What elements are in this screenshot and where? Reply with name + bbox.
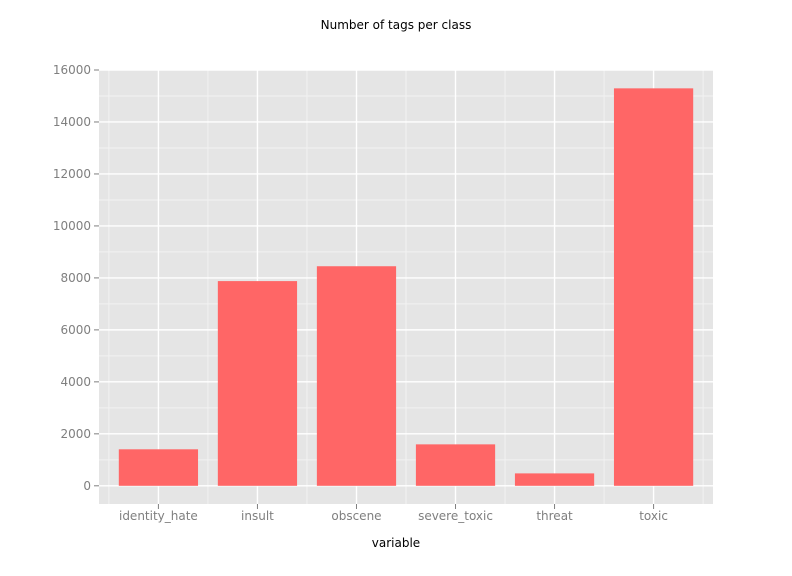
bar-insult bbox=[217, 281, 298, 486]
x-axis-title: variable bbox=[372, 536, 420, 550]
y-tick-label: 16000 bbox=[53, 63, 91, 77]
y-tick-label: 14000 bbox=[53, 115, 91, 129]
x-tick-label: severe_toxic bbox=[418, 509, 493, 523]
x-tick-label: identity_hate bbox=[119, 509, 198, 523]
y-axis-ticks: 0 2000 4000 6000 8000 10000 12000 14000 16000 bbox=[53, 63, 99, 493]
y-tick-label: 10000 bbox=[53, 219, 91, 233]
y-tick-label: 12000 bbox=[53, 167, 91, 181]
x-tick-label: insult bbox=[241, 509, 274, 523]
x-tick-label: threat bbox=[536, 509, 573, 523]
x-tick-label: obscene bbox=[331, 509, 381, 523]
bar-toxic bbox=[613, 88, 694, 486]
minor-gridlines bbox=[99, 70, 713, 504]
bar-identity-hate bbox=[118, 449, 199, 486]
bar-threat bbox=[514, 473, 595, 486]
x-axis-ticks: identity_hate insult obscene severe_toxic th… bbox=[119, 504, 668, 523]
bars bbox=[118, 88, 694, 486]
x-tick-label: toxic bbox=[639, 509, 668, 523]
y-tick-label: 4000 bbox=[60, 375, 91, 389]
y-tick-label: 8000 bbox=[60, 271, 91, 285]
chart-title: Number of tags per class bbox=[321, 18, 472, 32]
y-tick-label: 2000 bbox=[60, 427, 91, 441]
y-tick-label: 6000 bbox=[60, 323, 91, 337]
bar-severe-toxic bbox=[415, 444, 496, 486]
bar-obscene bbox=[316, 266, 397, 486]
y-tick-label: 0 bbox=[83, 479, 91, 493]
